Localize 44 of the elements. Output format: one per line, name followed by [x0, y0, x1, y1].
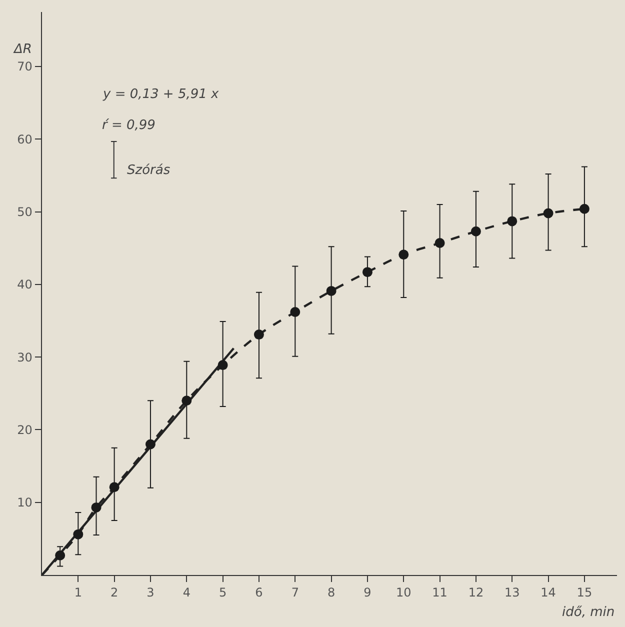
- y-tick-label: 20: [17, 422, 32, 437]
- y-tick-label: 40: [17, 278, 32, 292]
- y-tick-label: 70: [17, 60, 32, 74]
- point: [182, 396, 192, 406]
- point: [254, 330, 264, 340]
- x-tick-label: 7: [291, 586, 299, 600]
- x-tick-label: 9: [364, 586, 372, 600]
- y-tick-label: 10: [17, 496, 32, 510]
- point: [507, 216, 518, 226]
- x-tick-label: 6: [255, 586, 263, 600]
- point: [145, 439, 156, 450]
- point: [326, 286, 336, 296]
- x-tick-label: 5: [219, 586, 227, 600]
- point: [579, 204, 590, 214]
- y-tick-label: 50: [17, 204, 32, 219]
- x-tick-label: 12: [468, 586, 484, 600]
- x-tick-label: 15: [576, 586, 592, 600]
- y-tick-label: 60: [17, 132, 32, 146]
- x-tick-label: 14: [540, 586, 556, 600]
- point: [218, 360, 228, 370]
- x-tick-label: 4: [182, 586, 190, 600]
- point: [290, 307, 300, 318]
- y-tick-label: 30: [17, 350, 32, 364]
- annotation: Szórás: [127, 163, 170, 178]
- x-tick-label: 1: [74, 586, 82, 600]
- x-tick-label: 10: [396, 586, 412, 600]
- point: [362, 267, 372, 278]
- x-axis-title: idő, min: [562, 605, 615, 620]
- point: [55, 550, 66, 560]
- point: [470, 226, 481, 236]
- annotation: y = 0,13 + 5,91 x: [102, 87, 220, 102]
- x-tick-label: 8: [327, 586, 336, 600]
- annotation: ŕ = 0,99: [102, 118, 156, 133]
- x-tick-label: 13: [504, 586, 520, 600]
- y-axis-title: ΔR: [13, 42, 32, 57]
- x-tick-label: 2: [110, 586, 118, 600]
- point: [91, 502, 102, 512]
- point: [109, 482, 120, 492]
- point: [434, 238, 445, 248]
- point: [73, 529, 84, 540]
- point: [398, 250, 409, 260]
- point: [543, 208, 554, 218]
- x-tick-label: 11: [432, 586, 448, 600]
- x-tick-label: 3: [146, 586, 154, 600]
